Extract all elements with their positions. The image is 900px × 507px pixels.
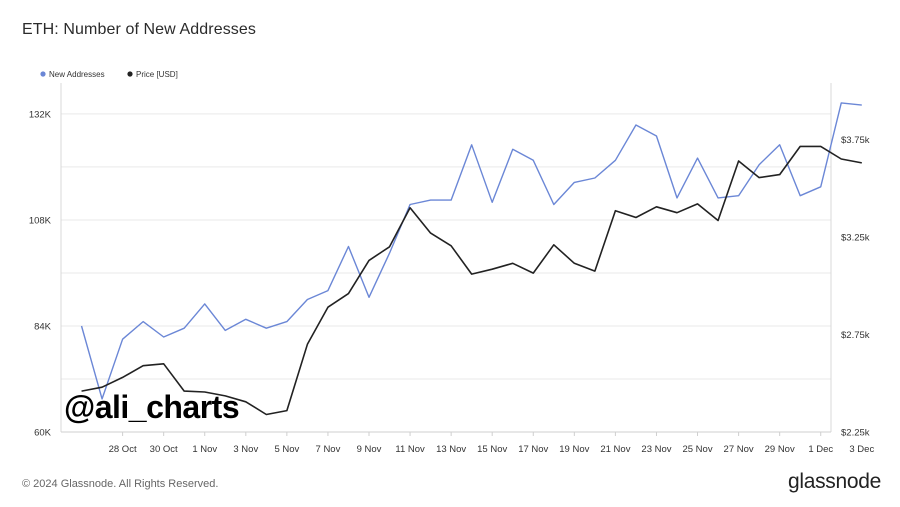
x-tick-label: 1 Nov: [192, 444, 217, 455]
x-tick-label: 29 Nov: [765, 444, 795, 455]
y-left-tick-label: 108K: [29, 215, 52, 226]
x-tick-label: 25 Nov: [682, 444, 712, 455]
series-new-addresses-line: [80, 102, 862, 400]
chart-title: ETH: Number of New Addresses: [22, 21, 256, 38]
legend-marker-new-addresses: [40, 71, 46, 77]
x-tick-label: 15 Nov: [477, 444, 507, 455]
y-left-tick-label: 84K: [34, 321, 52, 332]
series-price-line: [81, 145, 862, 416]
x-tick-label: 21 Nov: [600, 444, 630, 455]
watermark-handle: @ali_charts: [64, 389, 240, 425]
x-tick-label: 3 Dec: [849, 444, 874, 455]
legend-marker-price: [127, 71, 133, 77]
y-axis-right-ticks: $2.25k $2.75k $3.25k $3.75k: [841, 135, 870, 438]
x-tick-label: 7 Nov: [316, 444, 341, 455]
y-axis-left-ticks: 60K 84K 108K 132K: [29, 109, 52, 438]
y-right-tick-label: $3.75k: [841, 135, 870, 146]
glassnode-logo: glassnode: [787, 470, 881, 493]
x-tick-label: 5 Nov: [274, 444, 299, 455]
x-axis-ticks: 28 Oct 30 Oct 1 Nov 3 Nov 5 Nov 7 Nov 9 Nov 11 …: [109, 432, 874, 455]
y-right-tick-label: $2.25k: [841, 428, 870, 439]
x-tick-label: 30 Oct: [150, 444, 178, 455]
x-tick-label: 3 Nov: [233, 444, 258, 455]
x-tick-label: 27 Nov: [724, 444, 754, 455]
grid-lines: [61, 113, 831, 380]
plot-frame: [60, 83, 832, 433]
x-tick-label: 28 Oct: [109, 444, 137, 455]
y-left-tick-label: 132K: [29, 109, 52, 120]
x-tick-label: 13 Nov: [436, 444, 466, 455]
legend-label-new-addresses: New Addresses: [49, 70, 105, 79]
x-tick-label: 9 Nov: [357, 444, 382, 455]
y-right-tick-label: $3.25k: [841, 233, 870, 244]
x-tick-label: 19 Nov: [559, 444, 589, 455]
series-lines: [80, 102, 862, 416]
legend: New Addresses Price [USD]: [40, 70, 178, 79]
x-tick-label: 23 Nov: [641, 444, 671, 455]
y-right-tick-label: $2.75k: [841, 330, 870, 341]
copyright-footer: © 2024 Glassnode. All Rights Reserved.: [22, 478, 219, 490]
x-tick-label: 1 Dec: [808, 444, 833, 455]
y-left-tick-label: 60K: [34, 428, 52, 439]
x-tick-label: 11 Nov: [395, 444, 425, 455]
x-tick-label: 17 Nov: [518, 444, 548, 455]
legend-label-price: Price [USD]: [136, 70, 178, 79]
